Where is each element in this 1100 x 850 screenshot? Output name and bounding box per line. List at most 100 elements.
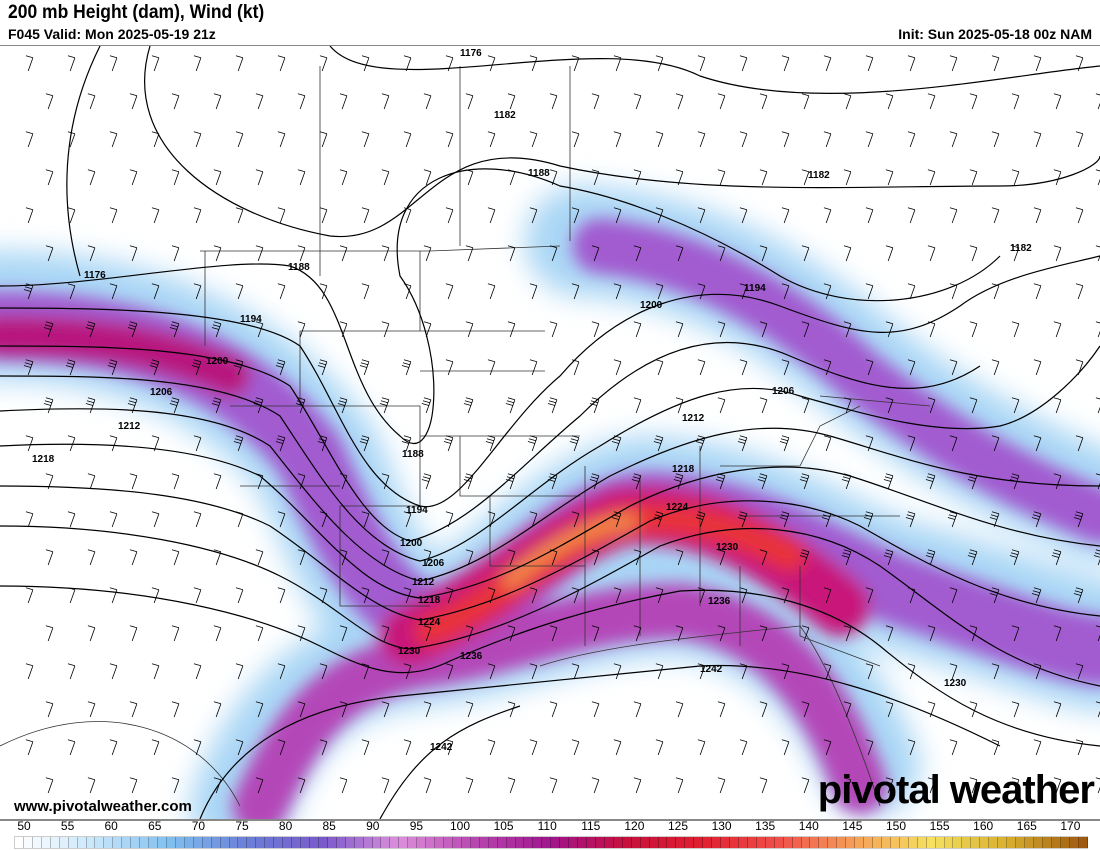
wind-barb — [423, 321, 432, 338]
wind-barb — [695, 435, 706, 452]
wind-barb — [549, 245, 558, 262]
wind-barb — [1075, 359, 1084, 376]
wind-barb — [381, 93, 390, 110]
colorbar-cell — [283, 837, 293, 848]
colorbar-cell — [640, 837, 650, 848]
wind-barb — [25, 435, 34, 452]
colorbar-cell — [175, 837, 185, 848]
colorbar-cell — [470, 837, 480, 848]
wind-barb — [403, 739, 412, 756]
wind-barb — [739, 739, 748, 756]
wind-barb — [487, 131, 496, 148]
wind-barb — [843, 93, 852, 110]
wind-barb — [865, 359, 874, 376]
wind-barb — [885, 245, 894, 262]
wind-barb — [823, 283, 832, 300]
colorbar-cell — [256, 837, 266, 848]
wind-barb — [865, 207, 874, 224]
wind-barb — [109, 55, 118, 72]
wind-barb — [87, 169, 96, 186]
wind-barb — [633, 93, 642, 110]
height-contour-line — [0, 168, 1001, 445]
wind-barb — [529, 511, 538, 528]
wind-barb — [403, 511, 412, 528]
wind-barb — [319, 739, 328, 756]
wind-barb — [171, 701, 180, 718]
colorbar-tick: 105 — [493, 819, 514, 833]
wind-barb — [759, 245, 768, 262]
wind-barb — [339, 169, 348, 186]
height-contour-line — [379, 705, 521, 819]
wind-barb — [1075, 283, 1084, 300]
contour-label-1212: 1212 — [118, 421, 141, 432]
contour-label-1188: 1188 — [402, 449, 424, 460]
contour-label-1218: 1218 — [32, 454, 55, 465]
wind-barb — [67, 131, 76, 148]
wind-barb — [1033, 739, 1042, 756]
wind-barb — [109, 131, 118, 148]
wind-barb — [381, 701, 390, 718]
wind-barb — [87, 245, 96, 262]
contour-label-1194: 1194 — [744, 283, 766, 294]
wind-barb — [865, 739, 874, 756]
wind-barb — [799, 549, 810, 566]
colorbar-cell — [220, 837, 230, 848]
contour-label-1194: 1194 — [240, 314, 262, 325]
wind-barb — [1053, 169, 1062, 186]
wind-barb — [1075, 435, 1084, 452]
colorbar-cell — [846, 837, 856, 848]
wind-barb — [613, 55, 622, 72]
wind-barb — [403, 663, 412, 680]
height-contours — [0, 46, 1100, 819]
wind-barb — [633, 549, 642, 566]
wind-barb — [445, 131, 454, 148]
wind-barb — [381, 777, 390, 794]
wind-barb — [465, 625, 474, 642]
wind-barb — [317, 359, 328, 376]
wind-barb — [109, 207, 118, 224]
colorbar-cell — [801, 837, 811, 848]
wind-barb — [151, 739, 160, 756]
wind-barb — [969, 321, 978, 338]
height-contour-line — [0, 345, 1100, 562]
wind-barb — [507, 701, 516, 718]
wind-barb — [487, 207, 496, 224]
colorbar-cell — [452, 837, 462, 848]
colorbar-cell — [542, 837, 552, 848]
wind-barb — [295, 397, 306, 414]
wind-barb — [885, 397, 894, 414]
colorbar-cell — [676, 837, 686, 848]
wind-barb — [613, 131, 622, 148]
wind-barb — [507, 245, 516, 262]
colorbar-cell — [122, 837, 132, 848]
wind-barb — [1031, 511, 1042, 528]
wind-barb — [361, 55, 370, 72]
wind-barb — [359, 359, 370, 376]
wind-barb — [43, 321, 54, 338]
colorbar-tick: 90 — [366, 819, 380, 833]
wind-barb — [781, 587, 790, 604]
colorbar-cell — [935, 837, 945, 848]
colorbar-cell — [149, 837, 158, 848]
wind-barb — [275, 359, 286, 376]
colorbar-cell — [631, 837, 641, 848]
colorbar-cell — [783, 837, 793, 848]
wind-barb — [613, 359, 622, 376]
wind-barb — [549, 321, 558, 338]
wind-barb — [591, 169, 600, 186]
wind-barb — [591, 625, 600, 642]
wind-barb — [43, 397, 54, 414]
wind-barb — [717, 93, 726, 110]
wind-barb — [23, 283, 34, 300]
wind-barb — [927, 93, 936, 110]
wind-barb — [67, 739, 76, 756]
colorbar-cell — [336, 837, 346, 848]
wind-barb — [339, 701, 348, 718]
wind-barb — [151, 283, 160, 300]
wind-barb — [633, 701, 642, 718]
wind-barb — [507, 321, 516, 338]
wind-barb — [823, 359, 832, 376]
wind-barb — [549, 93, 558, 110]
wind-barb — [611, 511, 622, 528]
colorbar-cell — [247, 837, 257, 848]
